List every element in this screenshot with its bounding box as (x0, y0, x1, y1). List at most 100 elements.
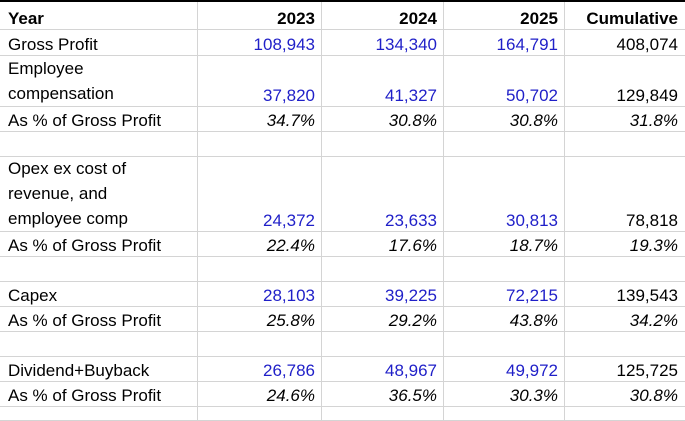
blank-cell[interactable] (565, 332, 685, 357)
blank-cell[interactable] (0, 332, 198, 357)
opex-pct-label-cell[interactable]: As % of Gross Profit (0, 232, 198, 257)
dividend-buyback-label: Dividend+Buyback (8, 361, 150, 380)
blank-row-3 (0, 332, 685, 357)
capex-pct-2024-cell[interactable]: 29.2% (322, 307, 444, 332)
header-row: Year 2023 2024 2025 Cumulative (0, 2, 685, 30)
employee-comp-2023: 37,820 (263, 86, 315, 105)
dividend-buyback-2023: 26,786 (263, 361, 315, 380)
dividend-buyback-pct-label-cell[interactable]: As % of Gross Profit (0, 382, 198, 407)
blank-cell[interactable] (322, 132, 444, 157)
employee-comp-pct-label-cell[interactable]: As % of Gross Profit (0, 107, 198, 132)
blank-cell[interactable] (198, 407, 322, 421)
capex-2024: 39,225 (385, 286, 437, 305)
gross-profit-label: Gross Profit (8, 35, 98, 54)
employee-comp-pct-2023: 34.7% (266, 111, 315, 130)
capex-pct-2023-cell[interactable]: 25.8% (198, 307, 322, 332)
header-year-cell[interactable]: Year (0, 2, 198, 30)
capex-2023: 28,103 (263, 286, 315, 305)
capex-pct-label-cell[interactable]: As % of Gross Profit (0, 307, 198, 332)
capex-cumulative-cell[interactable]: 139,543 (565, 282, 685, 307)
opex-pct-2023: 22.4% (266, 236, 315, 255)
opex-2025: 30,813 (506, 211, 558, 230)
blank-cell[interactable] (322, 407, 444, 421)
opex-pct-2024-cell[interactable]: 17.6% (322, 232, 444, 257)
capex-2024-cell[interactable]: 39,225 (322, 282, 444, 307)
opex-2025-cell[interactable]: 30,813 (444, 157, 565, 232)
dividend-buyback-2023-cell[interactable]: 26,786 (198, 357, 322, 382)
employee-comp-2025-cell[interactable]: 50,702 (444, 56, 565, 107)
capex-row: Capex 28,103 39,225 72,215 139,543 (0, 282, 685, 307)
opex-2023: 24,372 (263, 211, 315, 230)
opex-2024-cell[interactable]: 23,633 (322, 157, 444, 232)
gross-profit-cumulative-cell[interactable]: 408,074 (565, 30, 685, 56)
header-2024-cell[interactable]: 2024 (322, 2, 444, 30)
capex-label-cell[interactable]: Capex (0, 282, 198, 307)
gross-profit-2024-cell[interactable]: 134,340 (322, 30, 444, 56)
employee-comp-pct-2024-cell[interactable]: 30.8% (322, 107, 444, 132)
blank-cell[interactable] (322, 257, 444, 282)
blank-cell[interactable] (0, 257, 198, 282)
dividend-buyback-pct-2025-cell[interactable]: 30.3% (444, 382, 565, 407)
blank-cell[interactable] (0, 407, 198, 421)
blank-cell[interactable] (198, 332, 322, 357)
employee-comp-pct-label: As % of Gross Profit (8, 111, 162, 130)
employee-comp-cumulative-cell[interactable]: 129,849 (565, 56, 685, 107)
blank-row-4 (0, 407, 685, 421)
gross-profit-label-cell[interactable]: Gross Profit (0, 30, 198, 56)
dividend-buyback-label-cell[interactable]: Dividend+Buyback (0, 357, 198, 382)
capex-pct-cumulative-cell[interactable]: 34.2% (565, 307, 685, 332)
blank-cell[interactable] (565, 407, 685, 421)
opex-cumulative-cell[interactable]: 78,818 (565, 157, 685, 232)
dividend-buyback-pct-2024-cell[interactable]: 36.5% (322, 382, 444, 407)
employee-comp-2024-cell[interactable]: 41,327 (322, 56, 444, 107)
gross-profit-2023-cell[interactable]: 108,943 (198, 30, 322, 56)
dividend-buyback-pct-2023-cell[interactable]: 24.6% (198, 382, 322, 407)
dividend-buyback-pct-row: As % of Gross Profit 24.6% 36.5% 30.3% 3… (0, 382, 685, 407)
opex-label-line3: employee comp (8, 209, 129, 228)
capex-pct-2025: 43.8% (509, 311, 558, 330)
employee-comp-2023-cell[interactable]: 37,820 (198, 56, 322, 107)
header-2025-cell[interactable]: 2025 (444, 2, 565, 30)
header-cumulative-cell[interactable]: Cumulative (565, 2, 685, 30)
blank-cell[interactable] (565, 257, 685, 282)
dividend-buyback-2024-cell[interactable]: 48,967 (322, 357, 444, 382)
opex-pct-2025-cell[interactable]: 18.7% (444, 232, 565, 257)
employee-comp-pct-2023-cell[interactable]: 34.7% (198, 107, 322, 132)
header-2023-cell[interactable]: 2023 (198, 2, 322, 30)
blank-cell[interactable] (444, 407, 565, 421)
gross-profit-cumulative: 408,074 (616, 35, 678, 54)
capex-label: Capex (8, 286, 58, 305)
gross-profit-2025-cell[interactable]: 164,791 (444, 30, 565, 56)
employee-comp-2024: 41,327 (385, 86, 437, 105)
opex-label-line1: Opex ex cost of (8, 159, 127, 178)
dividend-buyback-2025-cell[interactable]: 49,972 (444, 357, 565, 382)
capex-pct-cumulative: 34.2% (629, 311, 678, 330)
opex-label-cell[interactable]: Opex ex cost of revenue, and employee co… (0, 157, 198, 232)
opex-pct-row: As % of Gross Profit 22.4% 17.6% 18.7% 1… (0, 232, 685, 257)
employee-comp-pct-2025: 30.8% (509, 111, 558, 130)
opex-pct-cumulative-cell[interactable]: 19.3% (565, 232, 685, 257)
blank-cell[interactable] (565, 132, 685, 157)
employee-comp-2025: 50,702 (506, 86, 558, 105)
blank-cell[interactable] (0, 132, 198, 157)
blank-cell[interactable] (444, 332, 565, 357)
employee-comp-label-cell[interactable]: Employee compensation (0, 56, 198, 107)
capex-cumulative: 139,543 (616, 286, 678, 305)
dividend-buyback-cumulative-cell[interactable]: 125,725 (565, 357, 685, 382)
opex-2023-cell[interactable]: 24,372 (198, 157, 322, 232)
capex-2023-cell[interactable]: 28,103 (198, 282, 322, 307)
capex-pct-2025-cell[interactable]: 43.8% (444, 307, 565, 332)
blank-cell[interactable] (444, 257, 565, 282)
blank-cell[interactable] (322, 332, 444, 357)
capex-2025-cell[interactable]: 72,215 (444, 282, 565, 307)
employee-comp-row: Employee compensation 37,820 41,327 50,7… (0, 56, 685, 107)
dividend-buyback-pct-cumulative-cell[interactable]: 30.8% (565, 382, 685, 407)
employee-comp-pct-cumulative-cell[interactable]: 31.8% (565, 107, 685, 132)
opex-pct-2024: 17.6% (388, 236, 437, 255)
employee-comp-pct-2025-cell[interactable]: 30.8% (444, 107, 565, 132)
opex-pct-2023-cell[interactable]: 22.4% (198, 232, 322, 257)
blank-cell[interactable] (444, 132, 565, 157)
blank-cell[interactable] (198, 132, 322, 157)
blank-cell[interactable] (198, 257, 322, 282)
